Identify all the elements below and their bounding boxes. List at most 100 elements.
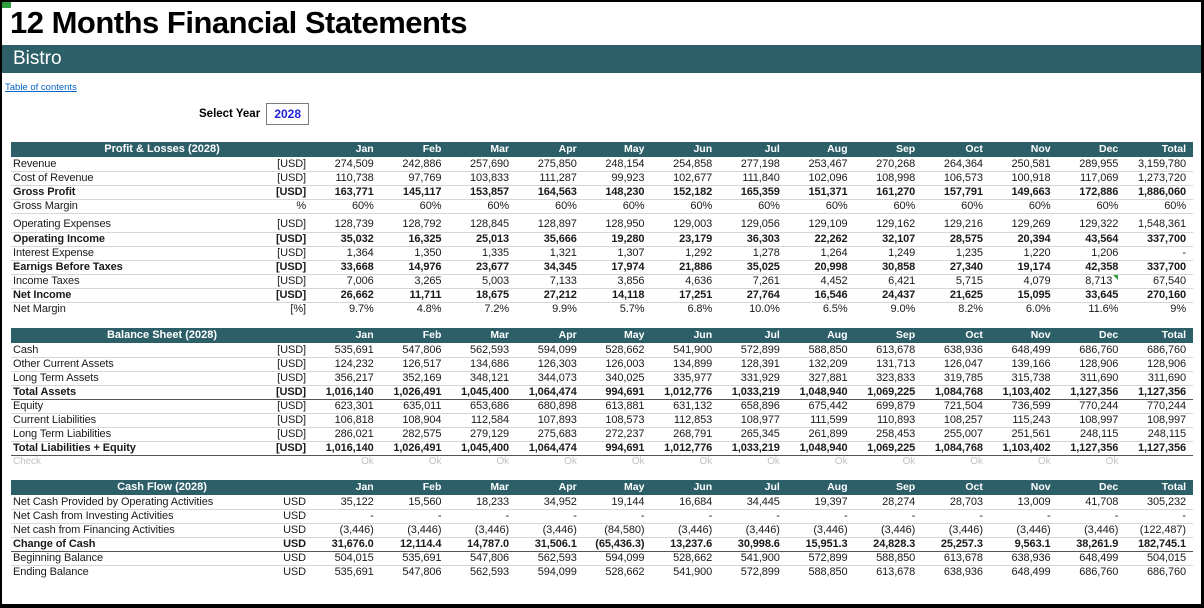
cell[interactable]: 686,760: [1125, 343, 1193, 358]
row-label[interactable]: Check: [13, 456, 41, 468]
cell[interactable]: 27,212: [516, 287, 584, 303]
cell[interactable]: 1,045,400: [448, 384, 517, 400]
row-label[interactable]: Net Margin: [13, 303, 66, 316]
cell[interactable]: Ok: [787, 455, 855, 468]
cell[interactable]: 42,358: [1057, 259, 1126, 275]
cell[interactable]: 4,079: [989, 274, 1058, 289]
cell[interactable]: 1,033,219: [719, 384, 787, 400]
cell[interactable]: 32,107: [854, 231, 923, 247]
cell[interactable]: 111,840: [719, 171, 787, 186]
cell[interactable]: 3,856: [583, 274, 652, 289]
column-header[interactable]: Aug: [786, 142, 855, 157]
cell[interactable]: -: [922, 509, 990, 524]
row-label[interactable]: Net cash from Financing Activities: [11, 523, 263, 538]
cell[interactable]: 1,127,356: [1057, 384, 1126, 400]
cell[interactable]: 16,684: [651, 495, 720, 510]
cell[interactable]: Ok: [313, 455, 381, 468]
cell[interactable]: 22,262: [786, 231, 855, 247]
cell[interactable]: 248,115: [1057, 427, 1126, 442]
cell[interactable]: 588,850: [786, 343, 855, 358]
cell[interactable]: 19,174: [989, 259, 1058, 275]
cell[interactable]: 248,115: [1125, 427, 1193, 442]
cell[interactable]: 128,906: [1125, 357, 1193, 372]
cell[interactable]: 1,220: [989, 246, 1058, 261]
cell[interactable]: 157,791: [922, 184, 990, 200]
cell[interactable]: 613,881: [583, 399, 652, 414]
cell[interactable]: 242,886: [380, 157, 449, 172]
cell[interactable]: 35,032: [313, 231, 381, 247]
cell[interactable]: 9.9%: [516, 302, 584, 316]
cell[interactable]: 60%: [448, 199, 517, 214]
cell[interactable]: 699,879: [854, 399, 923, 414]
cell[interactable]: 30,858: [854, 259, 923, 275]
cell[interactable]: -: [651, 509, 720, 524]
cell[interactable]: 1,264: [786, 246, 855, 261]
cell[interactable]: 60%: [651, 199, 720, 214]
cell[interactable]: 25,013: [448, 231, 517, 247]
cell[interactable]: -: [313, 509, 381, 524]
cell[interactable]: (3,446): [313, 523, 381, 538]
cell[interactable]: 253,467: [786, 157, 855, 172]
cell[interactable]: 286,021: [313, 427, 381, 442]
row-unit[interactable]: [USD]: [263, 259, 314, 275]
cell[interactable]: 348,121: [448, 371, 517, 386]
cell[interactable]: 60%: [583, 199, 652, 214]
cell[interactable]: 15,095: [989, 287, 1058, 303]
cell[interactable]: 11.6%: [1058, 302, 1126, 316]
cell[interactable]: 172,886: [1057, 184, 1126, 200]
cell[interactable]: 9.0%: [855, 302, 923, 316]
cell[interactable]: 12,114.4: [380, 536, 449, 552]
cell[interactable]: 4.8%: [381, 302, 449, 316]
cell[interactable]: 108,257: [922, 413, 990, 428]
cell[interactable]: 528,662: [651, 551, 720, 566]
cell[interactable]: 13,009: [989, 495, 1058, 510]
cell[interactable]: 356,217: [313, 371, 381, 386]
cell[interactable]: 126,517: [380, 357, 449, 372]
row-label[interactable]: Cash: [11, 343, 263, 358]
cell[interactable]: 19,144: [583, 495, 652, 510]
cell[interactable]: 145,117: [380, 184, 449, 200]
row-label[interactable]: Current Liabilities: [11, 413, 263, 428]
cell[interactable]: 680,898: [516, 399, 584, 414]
cell[interactable]: 251,561: [989, 427, 1058, 442]
cell[interactable]: 129,269: [989, 213, 1058, 233]
cell[interactable]: 7,006: [313, 274, 381, 289]
cell[interactable]: -: [989, 509, 1058, 524]
cell[interactable]: (3,446): [380, 523, 449, 538]
cell[interactable]: 613,678: [855, 565, 923, 579]
cell[interactable]: 28,703: [922, 495, 990, 510]
cell[interactable]: 686,760: [1058, 565, 1126, 579]
row-label[interactable]: Net Cash from Investing Activities: [11, 509, 263, 524]
cell[interactable]: 108,998: [854, 171, 923, 186]
cell[interactable]: 11,711: [380, 287, 449, 303]
cell[interactable]: 274,509: [313, 157, 381, 172]
cell[interactable]: 34,445: [719, 495, 787, 510]
cell[interactable]: 648,499: [989, 343, 1058, 358]
cell[interactable]: 257,690: [448, 157, 517, 172]
cell[interactable]: 613,678: [854, 343, 923, 358]
cell[interactable]: 1,235: [922, 246, 990, 261]
cell[interactable]: 1,127,356: [1057, 440, 1126, 456]
cell[interactable]: 34,345: [516, 259, 584, 275]
cell[interactable]: 1,307: [583, 246, 652, 261]
cell[interactable]: 504,015: [313, 551, 381, 566]
column-header[interactable]: Jun: [651, 142, 720, 157]
column-header[interactable]: Aug: [786, 480, 855, 495]
row-label[interactable]: Net Cash Provided by Operating Activitie…: [11, 495, 263, 510]
cell[interactable]: 15,951.3: [786, 536, 855, 552]
cell[interactable]: 5,003: [448, 274, 517, 289]
cell[interactable]: 1,026,491: [380, 384, 449, 400]
cell[interactable]: 182,745.1: [1125, 536, 1193, 552]
row-label[interactable]: Ending Balance: [13, 566, 89, 579]
cell[interactable]: 97,769: [380, 171, 449, 186]
cell[interactable]: 1,048,940: [786, 440, 855, 456]
cell[interactable]: 14,787.0: [448, 536, 517, 552]
cell[interactable]: 18,675: [448, 287, 517, 303]
cell[interactable]: 5,715: [922, 274, 990, 289]
cell[interactable]: 129,216: [922, 213, 990, 233]
cell[interactable]: 3,265: [380, 274, 449, 289]
cell[interactable]: 1,026,491: [380, 440, 449, 456]
cell[interactable]: 129,162: [854, 213, 923, 233]
cell[interactable]: 129,109: [786, 213, 855, 233]
row-unit[interactable]: [USD]: [263, 231, 314, 247]
